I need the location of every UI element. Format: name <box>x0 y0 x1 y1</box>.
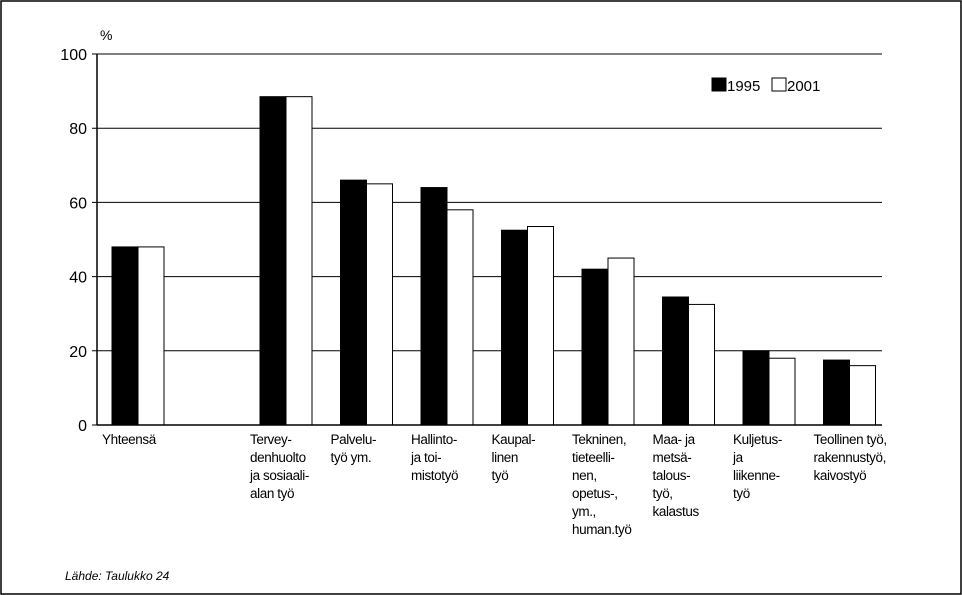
x-tick-label-line: liikenne- <box>733 468 780 483</box>
x-tick-label-line: Tekninen, <box>572 432 626 447</box>
bar <box>688 303 715 426</box>
x-tick-label-line: Kuljetus- <box>733 432 782 447</box>
x-tick-label-line: Maa- ja <box>653 432 696 447</box>
x-tick-label-line: tieteelli- <box>572 450 615 465</box>
x-tick-label: Palvelu-työ ym. <box>331 432 377 465</box>
source: Lähde: Taulukko 24 <box>65 569 170 583</box>
y-tick-label: 80 <box>69 121 87 138</box>
bar <box>768 357 796 426</box>
x-tick-label-line: opetus-, <box>572 486 618 501</box>
bar <box>446 209 474 426</box>
bar <box>581 268 609 426</box>
x-tick-label: Kaupal-linen työ <box>492 432 536 483</box>
x-tick-label-line: denhuolto <box>250 450 306 465</box>
x-tick-label-line: ja sosiaali- <box>249 468 309 483</box>
x-tick-label-line: rakennustyö, <box>814 450 887 465</box>
x-tick-label-line: human.työ <box>572 522 631 537</box>
bar <box>111 246 139 426</box>
bar <box>662 296 689 426</box>
bar <box>501 229 528 426</box>
bar <box>607 257 635 426</box>
bar <box>420 187 448 426</box>
x-tick-label: Hallinto-ja toi-mistotyö <box>410 432 458 483</box>
x-tick-label-line: nen, <box>572 468 597 483</box>
bar <box>527 226 554 426</box>
bar <box>366 183 393 426</box>
x-tick-label-line: Yhteensä <box>102 432 157 447</box>
x-tick-label-line: Hallinto- <box>411 432 457 447</box>
x-tick-label-line: metsä- <box>653 450 692 465</box>
x-tick-label-line: työ <box>733 486 750 501</box>
x-tick-label: Tekninen, tieteelli-nen, opetus-, ym., human… <box>572 432 631 537</box>
legend-label: 1995 <box>727 78 760 95</box>
x-tick-label-line: ja toi- <box>410 450 441 465</box>
x-tick-label-line: Tervey- <box>250 432 291 447</box>
x-tick-label: Maa- ja metsä-talous-työ, kalastus <box>653 432 700 519</box>
x-tick-label-line: ja <box>732 450 744 465</box>
x-tick-label-line: Teollinen työ, <box>814 432 887 447</box>
x-tick-label: Kuljetus-ja liikenne-työ <box>732 432 782 501</box>
y-tick-label: 0 <box>78 418 87 435</box>
x-tick-label: Yhteensä <box>102 432 157 447</box>
legend-swatch <box>771 77 787 92</box>
x-tick-label-line: kaivostyö <box>814 468 867 483</box>
bar <box>742 350 770 426</box>
bar <box>823 359 850 426</box>
bar <box>285 96 313 426</box>
x-tick-label-line: työ <box>492 468 509 483</box>
x-tick-label: Tervey-denhuolto ja sosiaali-alan työ <box>249 432 309 501</box>
y-tick-label: 60 <box>69 195 87 212</box>
y-tick-label: 40 <box>69 270 87 287</box>
bar <box>259 96 287 426</box>
legend-swatch <box>711 77 727 92</box>
bar <box>849 365 876 426</box>
x-tick-label-line: kalastus <box>653 504 700 519</box>
x-tick-label-line: Palvelu- <box>331 432 377 447</box>
x-tick-label-line: työ ym. <box>331 450 372 465</box>
x-tick-label-line: talous- <box>653 468 691 483</box>
x-tick-label-line: linen <box>492 450 519 465</box>
y-tick-label: 20 <box>69 344 87 361</box>
x-tick-label-line: ym., <box>572 504 596 519</box>
x-tick-label-line: alan työ <box>250 486 294 501</box>
x-tick-label: Teollinen työ, rakennustyö, kaivostyö <box>814 432 887 483</box>
y-tick-label: 100 <box>60 47 87 64</box>
x-tick-label-line: mistotyö <box>411 468 458 483</box>
bar <box>340 179 367 426</box>
x-tick-label-line: työ, <box>653 486 673 501</box>
y-axis-label: % <box>100 27 112 43</box>
legend-label: 2001 <box>787 78 820 95</box>
x-tick-label-line: Kaupal- <box>492 432 536 447</box>
bar <box>137 246 165 426</box>
